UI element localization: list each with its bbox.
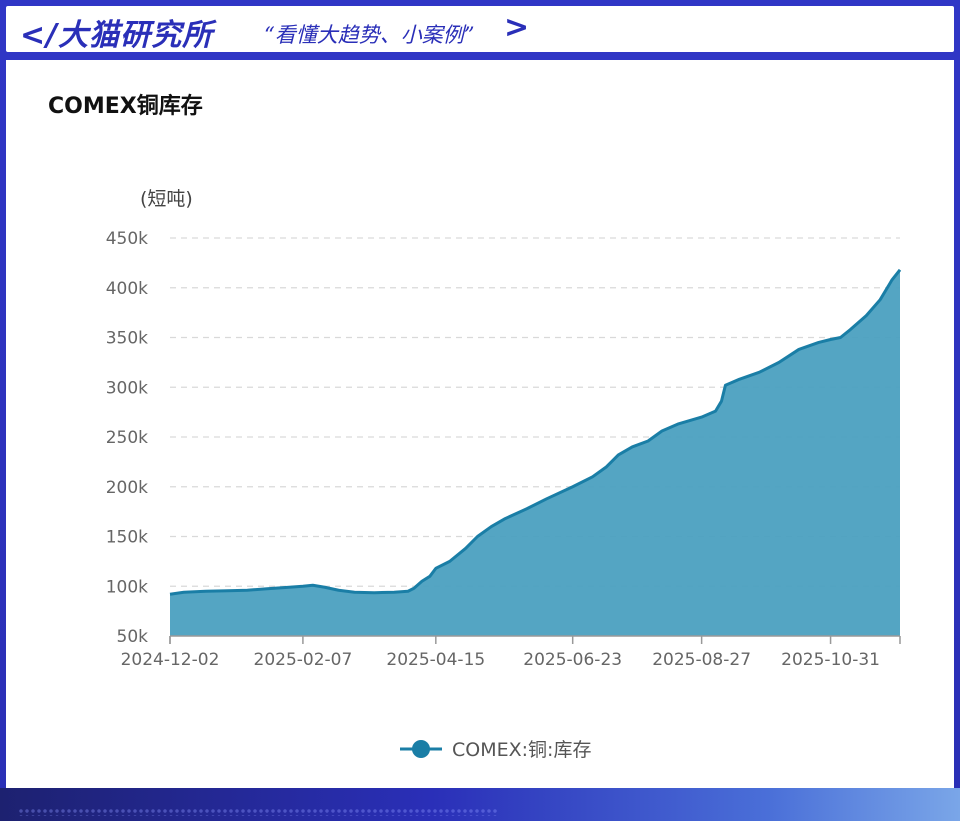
y-tick-label: 300k — [106, 378, 148, 398]
x-tick-label: 2025-10-31 — [781, 650, 880, 670]
series-line-copper-inventory — [169, 268, 902, 596]
y-tick-label: 100k — [106, 577, 148, 597]
y-tick-label: 250k — [106, 428, 148, 448]
y-tick-label: 450k — [106, 229, 148, 249]
x-tick-label: 2025-06-23 — [523, 650, 622, 670]
x-tick-label: 2025-02-07 — [254, 650, 353, 670]
series-area-copper-inventory — [170, 269, 900, 636]
y-tick-label: 200k — [106, 478, 148, 498]
y-tick-label: 50k — [117, 627, 149, 647]
decorative-dot-pattern — [18, 808, 498, 816]
y-tick-label: 400k — [106, 279, 148, 299]
legend-label: COMEX:铜:库存 — [452, 739, 591, 761]
header-bar: </大猫研究所 “看懂大趋势、小案例” > — [6, 6, 954, 53]
brand-title: </大猫研究所 — [20, 18, 214, 53]
x-tick-label: 2025-04-15 — [386, 650, 485, 670]
x-tick-label: 2024-12-02 — [121, 650, 220, 670]
legend-marker-icon — [412, 740, 430, 758]
bottom-band — [0, 788, 960, 821]
y-tick-label: 350k — [106, 329, 148, 349]
chart-canvas: (短吨) 50k 100k 150k 200k 250k 300k 350k 400k 450k 2… — [106, 188, 902, 761]
chart-card: COMEX铜库存 (短吨) 50k 100k 150k 200k 250k 300k 350k… — [6, 60, 954, 788]
brand-slogan: “看懂大趋势、小案例” — [264, 23, 475, 47]
y-axis-unit-label: (短吨) — [140, 188, 193, 210]
chart-title: COMEX铜库存 — [48, 94, 203, 119]
y-tick-label: 150k — [106, 528, 148, 548]
brand-close-glyph: > — [504, 10, 530, 45]
x-tick-label: 2025-08-27 — [652, 650, 751, 670]
